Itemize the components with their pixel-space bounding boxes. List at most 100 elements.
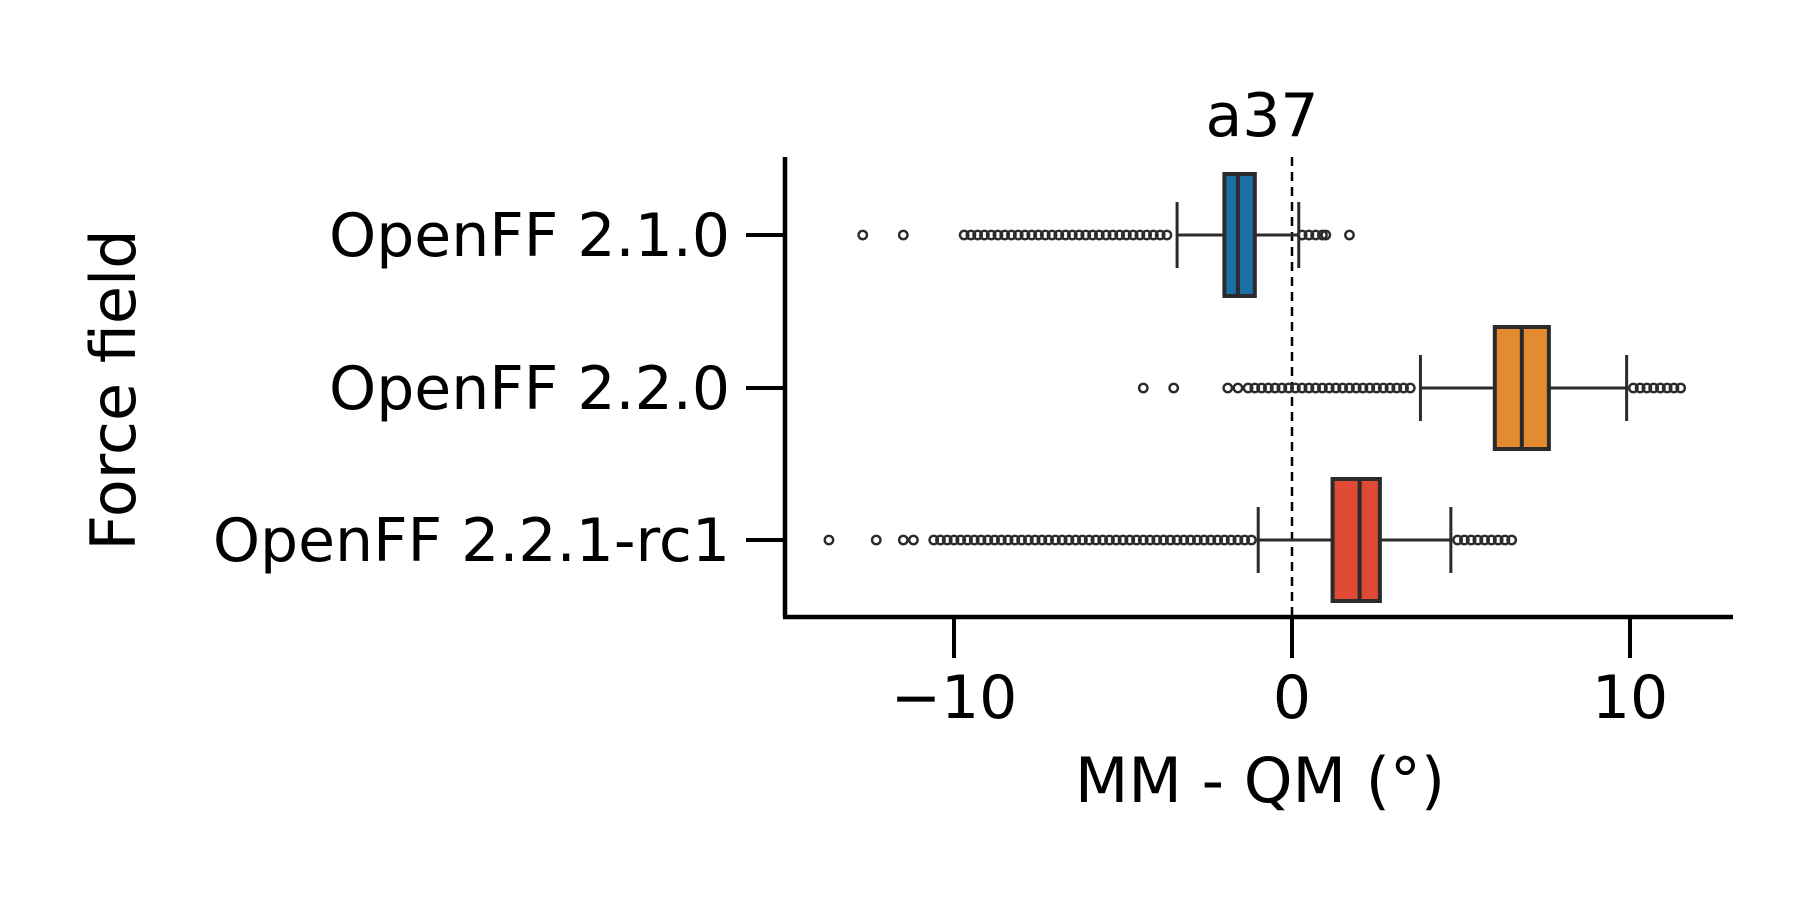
outlier-point — [1178, 534, 1190, 546]
outlier-point — [1141, 229, 1153, 241]
outlier-point — [982, 534, 994, 546]
outlier-point — [1337, 382, 1349, 394]
outlier-point — [1276, 382, 1288, 394]
outlier-point — [1056, 534, 1068, 546]
outlier-point — [958, 229, 970, 241]
outlier-point — [1154, 229, 1166, 241]
outlier-point — [999, 229, 1011, 241]
outlier-point — [1212, 534, 1224, 546]
outlier-point — [1239, 534, 1251, 546]
outlier-point — [1296, 382, 1308, 394]
outlier-point — [1330, 382, 1342, 394]
outlier-point — [979, 229, 990, 241]
outlier-point — [1053, 229, 1065, 241]
outlier-point — [1066, 229, 1078, 241]
outlier-point — [1246, 534, 1257, 546]
outlier-point — [1083, 534, 1095, 546]
outlier-point — [1077, 534, 1088, 546]
outlier-point — [1171, 534, 1183, 546]
x-tick-label: 0 — [1273, 663, 1311, 733]
outlier-point — [1158, 534, 1169, 546]
outlier-point — [1225, 534, 1237, 546]
outlier-point — [1033, 229, 1044, 241]
outlier-point — [1185, 534, 1197, 546]
outlier-point — [823, 534, 835, 546]
outlier-point — [857, 229, 869, 241]
outlier-point — [1107, 229, 1119, 241]
outlier-point — [1452, 534, 1464, 546]
x-tick-label: 10 — [1592, 663, 1668, 733]
outlier-point — [1675, 382, 1687, 394]
outlier-point — [1090, 534, 1102, 546]
outlier-point — [1232, 382, 1244, 394]
outlier-point — [1137, 382, 1149, 394]
x-axis-label: MM - QM (°) — [1075, 744, 1445, 817]
y-tick-label: OpenFF 2.2.0 — [329, 354, 730, 424]
outlier-point — [1198, 534, 1210, 546]
outlier-point — [975, 534, 987, 546]
outlier-point — [935, 534, 946, 546]
outlier-point — [1104, 534, 1115, 546]
outlier-point — [1317, 382, 1328, 394]
outlier-point — [955, 534, 967, 546]
outlier-point — [1016, 534, 1027, 546]
outlier-point — [1144, 534, 1156, 546]
outlier-point — [1472, 534, 1484, 546]
y-tick-label: OpenFF 2.2.1-rc1 — [213, 506, 730, 576]
x-tick-label: −10 — [891, 663, 1018, 733]
outlier-point — [1029, 534, 1041, 546]
outlier-point — [1350, 382, 1362, 394]
chart-title: a37 — [1205, 81, 1318, 151]
outlier-point — [965, 229, 977, 241]
outlier-point — [1310, 229, 1322, 241]
outlier-point — [1222, 382, 1234, 394]
outlier-point — [1289, 382, 1301, 394]
outlier-point — [1377, 382, 1389, 394]
outlier-point — [1344, 382, 1355, 394]
outlier-point — [1168, 382, 1180, 394]
outlier-point — [1191, 534, 1203, 546]
outlier-point — [1060, 229, 1071, 241]
outlier-point — [941, 534, 953, 546]
outlier-point — [1641, 382, 1653, 394]
outlier-point — [1296, 229, 1308, 241]
outlier-point — [1232, 534, 1244, 546]
outlier-point — [1019, 229, 1031, 241]
outlier-point — [1134, 229, 1146, 241]
outlier-point — [1242, 382, 1254, 394]
outlier-point — [1262, 382, 1274, 394]
outlier-point — [1080, 229, 1092, 241]
outlier-point — [968, 534, 980, 546]
outlier-point — [1627, 382, 1639, 394]
outlier-point — [1303, 382, 1315, 394]
outlier-point — [1148, 229, 1159, 241]
outlier-point — [1087, 229, 1098, 241]
outlier-point — [1063, 534, 1075, 546]
outlier-point — [948, 534, 960, 546]
outlier-point — [1320, 229, 1332, 241]
outlier-point — [1070, 534, 1082, 546]
outlier-point — [870, 534, 882, 546]
outlier-point — [1219, 534, 1230, 546]
outlier-point — [1120, 229, 1132, 241]
outlier-point — [985, 229, 997, 241]
outlier-point — [1097, 534, 1109, 546]
outlier-point — [1093, 229, 1105, 241]
outlier-point — [972, 229, 984, 241]
outlier-point — [1137, 534, 1149, 546]
outlier-point — [1131, 534, 1142, 546]
outlier-point — [1655, 382, 1666, 394]
outlier-point — [1026, 229, 1038, 241]
outlier-point — [1398, 382, 1409, 394]
iqr-box — [1330, 477, 1382, 603]
outlier-point — [1205, 534, 1217, 546]
outlier-point — [1124, 534, 1136, 546]
outlier-point — [1009, 534, 1021, 546]
outlier-point — [1303, 229, 1315, 241]
outlier-point — [1310, 382, 1322, 394]
outlier-point — [1127, 229, 1139, 241]
outlier-point — [1002, 534, 1014, 546]
outlier-point — [1506, 534, 1518, 546]
y-axis-label: Force field — [77, 229, 150, 550]
outlier-point — [1073, 229, 1085, 241]
